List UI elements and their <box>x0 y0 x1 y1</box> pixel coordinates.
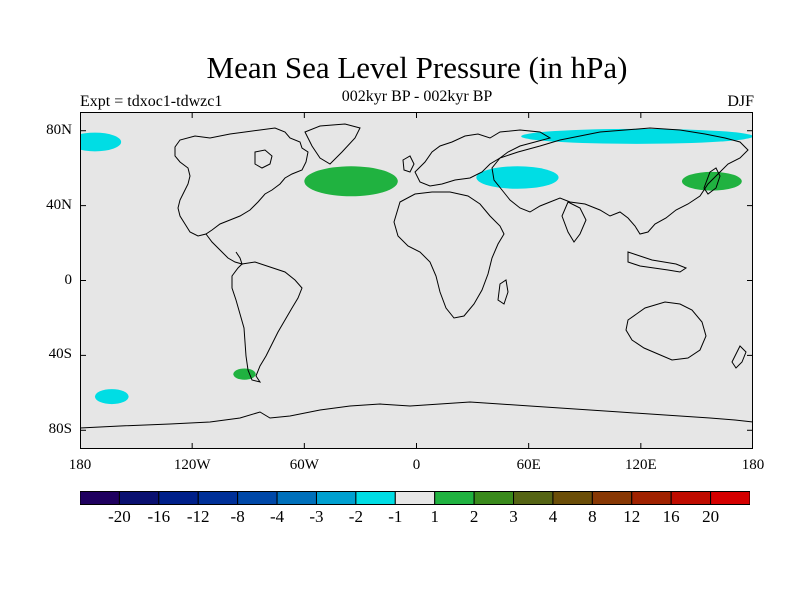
coastlines <box>80 123 753 429</box>
coastline-hudson-bay <box>254 149 273 169</box>
period-label: 002kyr BP - 002kyr BP <box>341 88 493 105</box>
coastline-europe <box>414 129 552 187</box>
colorbar-swatch <box>631 491 672 505</box>
anomaly-south-pacific-positive <box>233 368 256 380</box>
coastline-indonesia <box>627 251 688 273</box>
colorbar-label: -4 <box>269 507 285 526</box>
map-canvas <box>80 112 753 449</box>
coastline-greenland <box>304 123 361 165</box>
colorbar-swatch <box>197 491 239 505</box>
coastline-uk <box>402 155 415 173</box>
colorbar-label: 3 <box>509 507 518 526</box>
lat-label: 80N <box>46 121 72 138</box>
colorbar-label: 20 <box>702 507 720 526</box>
colorbar-label: 12 <box>623 507 641 526</box>
lat-label: 40S <box>48 346 72 363</box>
lon-label: 180 <box>741 457 765 473</box>
lon-label: 60E <box>516 457 541 473</box>
map-background <box>80 112 753 449</box>
coastline-new-zealand <box>731 345 747 369</box>
anomaly-north-pacific-positive <box>681 171 742 191</box>
map-panel <box>80 112 753 449</box>
colorbar-label: -20 <box>108 507 131 526</box>
lat-label: 80S <box>48 421 72 438</box>
colorbar-swatch <box>670 491 712 505</box>
tick-marks <box>80 112 753 449</box>
experiment-label: Expt = tdxoc1-tdwzc1 <box>80 93 223 110</box>
colorbar-swatch <box>237 491 278 505</box>
coastline-india <box>561 201 587 243</box>
colorbar-label: 8 <box>588 507 597 526</box>
coastline-south-america <box>231 261 303 383</box>
coastline-africa <box>393 191 505 319</box>
colorbar-swatch <box>473 491 515 505</box>
lon-label: 180 <box>68 457 92 473</box>
colorbar <box>79 491 751 510</box>
colorbar-label: 1 <box>430 507 439 526</box>
coastline-central-america <box>205 233 243 265</box>
colorbar-swatch <box>276 491 317 505</box>
colorbar-swatch <box>552 491 593 505</box>
lat-label: 40N <box>46 196 72 213</box>
colorbar-swatch <box>513 491 554 505</box>
colorbar-label: -12 <box>186 507 210 526</box>
colorbar-swatch <box>118 491 160 505</box>
anomaly-central-asia-negative <box>476 166 559 189</box>
colorbar-swatch <box>710 491 751 505</box>
anomaly-arctic-canada-negative <box>80 132 122 152</box>
colorbar-label: -1 <box>388 507 403 526</box>
colorbar-label: -2 <box>348 507 363 526</box>
anomaly-south-pacific-negative <box>94 389 129 405</box>
lon-label: 60W <box>289 457 319 473</box>
colorbar-swatch <box>434 491 475 505</box>
colorbar-swatch <box>394 491 436 505</box>
colorbar-label: -3 <box>309 507 324 526</box>
colorbar-label: -16 <box>147 507 171 526</box>
coastline-antarctica <box>80 401 753 429</box>
lat-label: 0 <box>64 271 73 288</box>
colorbar-label: 4 <box>548 507 558 526</box>
coastline-japan <box>703 167 721 195</box>
colorbar-swatch <box>591 491 633 505</box>
colorbar-swatch <box>79 491 120 505</box>
lon-label: 0 <box>412 457 421 473</box>
coastline-madagascar <box>497 279 509 305</box>
map-title: Mean Sea Level Pressure (in hPa) <box>206 50 628 85</box>
colorbar-swatch <box>158 491 199 505</box>
coastline-asia <box>491 127 749 235</box>
anomaly-layer <box>80 128 753 405</box>
colorbar-label: 2 <box>469 507 479 526</box>
colorbar-label: -8 <box>230 507 245 526</box>
lon-label: 120W <box>173 457 211 473</box>
colorbar-label: 16 <box>662 507 680 526</box>
colorbar-swatch <box>315 491 357 505</box>
coastline-australia <box>625 301 707 361</box>
lon-label: 120E <box>624 457 657 473</box>
colorbar-swatch <box>355 491 396 505</box>
anomaly-north-atlantic-positive <box>304 166 398 197</box>
colorbar-swatches <box>79 491 751 505</box>
season-label: DJF <box>727 93 754 110</box>
coastline-north-america <box>174 127 309 237</box>
